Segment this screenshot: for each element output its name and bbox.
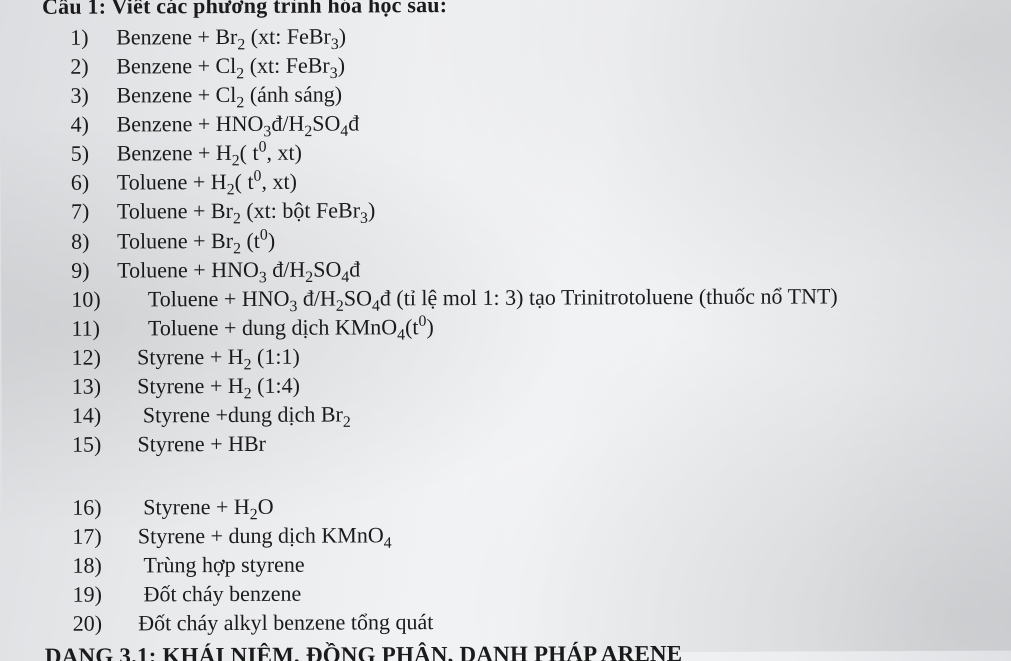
equation-item: 8)Toluene + Br2 (t0) bbox=[43, 222, 1011, 255]
equation-item: 10) Toluene + HNO3 đ/H2SO4đ (tỉ lệ mol 1… bbox=[43, 280, 1011, 313]
item-number: 17) bbox=[72, 521, 132, 550]
equation-item: 15) Styrene + HBr bbox=[44, 425, 1011, 458]
equation-item: 5)Benzene + H2( t0, xt) bbox=[43, 135, 1011, 168]
item-text: Toluene + dung dịch KMnO4(t0) bbox=[131, 314, 433, 340]
equation-list-1: 1)Benzene + Br2 (xt: FeBr3)2)Benzene + C… bbox=[42, 19, 1011, 459]
equation-item: 4)Benzene + HNO3đ/H2SO4đ bbox=[43, 106, 1011, 139]
equation-item: 11) Toluene + dung dịch KMnO4(t0) bbox=[43, 309, 1011, 342]
item-text: Đốt cháy benzene bbox=[133, 581, 302, 607]
item-number: 8) bbox=[71, 226, 117, 255]
blank-gap bbox=[44, 454, 1011, 488]
item-number: 14) bbox=[72, 400, 132, 429]
item-number: 10) bbox=[71, 284, 131, 313]
item-text: Toluene + Br2 (xt: bột FeBr3) bbox=[117, 198, 375, 224]
equation-item: 6)Toluene + H2( t0, xt) bbox=[43, 164, 1011, 197]
equation-item: 19) Đốt cháy benzene bbox=[45, 575, 1011, 608]
item-number: 15) bbox=[72, 429, 132, 458]
item-text: Toluene + HNO3 đ/H2SO4đ bbox=[117, 256, 360, 282]
item-text: Toluene + HNO3 đ/H2SO4đ (tỉ lệ mol 1: 3)… bbox=[131, 283, 837, 311]
item-text: Toluene + H2( t0, xt) bbox=[117, 169, 297, 195]
item-number: 12) bbox=[72, 342, 132, 371]
item-number: 3) bbox=[70, 81, 116, 110]
equation-item: 2)Benzene + Cl2 (xt: FeBr3) bbox=[42, 48, 1011, 81]
item-number: 5) bbox=[71, 139, 117, 168]
equation-item: 13) Styrene + H2 (1:4) bbox=[44, 367, 1011, 400]
item-text: Styrene + H2 (1:4) bbox=[132, 372, 300, 398]
item-number: 19) bbox=[73, 579, 133, 608]
item-number: 1) bbox=[70, 23, 116, 52]
equation-item: 12) Styrene + H2 (1:1) bbox=[44, 338, 1011, 371]
equation-item: 1)Benzene + Br2 (xt: FeBr3) bbox=[42, 19, 1011, 52]
equation-list-2: 16) Styrene + H2O17) Styrene + dung dịch… bbox=[44, 488, 1011, 637]
equation-item: 3)Benzene + Cl2 (ánh sáng) bbox=[42, 77, 1011, 110]
item-number: 9) bbox=[71, 255, 117, 284]
equation-item: 17) Styrene + dung dịch KMnO4 bbox=[44, 517, 1011, 550]
item-text: Styrene + HBr bbox=[132, 431, 266, 457]
question-title: Câu 1: Viết các phương trình hóa học sau… bbox=[42, 0, 1011, 19]
equation-item: 18) Trùng hợp styrene bbox=[44, 546, 1011, 579]
equation-item: 9)Toluene + HNO3 đ/H2SO4đ bbox=[43, 251, 1011, 284]
item-number: 16) bbox=[72, 492, 132, 521]
item-text: Toluene + Br2 (t0) bbox=[117, 227, 275, 253]
item-text: Styrene + H2O bbox=[132, 494, 273, 520]
item-number: 2) bbox=[70, 52, 116, 81]
item-number: 11) bbox=[71, 313, 131, 342]
item-text: Styrene + dung dịch KMnO4 bbox=[132, 522, 391, 548]
item-text: Benzene + Cl2 (ánh sáng) bbox=[116, 82, 342, 108]
item-number: 18) bbox=[72, 550, 132, 579]
item-text: Benzene + H2( t0, xt) bbox=[117, 140, 302, 166]
item-number: 20) bbox=[73, 608, 133, 637]
item-number: 7) bbox=[71, 197, 117, 226]
equation-item: 20) Đốt cháy alkyl benzene tổng quát bbox=[45, 604, 1011, 637]
item-text: Benzene + HNO3đ/H2SO4đ bbox=[117, 111, 360, 137]
item-text: Benzene + Cl2 (xt: FeBr3) bbox=[116, 53, 345, 79]
page: Câu 1: Viết các phương trình hóa học sau… bbox=[0, 0, 1011, 655]
item-number: 13) bbox=[72, 371, 132, 400]
equation-item: 16) Styrene + H2O bbox=[44, 488, 1011, 521]
item-text: Styrene +dung dịch Br2 bbox=[132, 401, 351, 427]
item-text: Đốt cháy alkyl benzene tổng quát bbox=[133, 609, 434, 635]
equation-item: 7)Toluene + Br2 (xt: bột FeBr3) bbox=[43, 193, 1011, 226]
equation-item: 14) Styrene +dung dịch Br2 bbox=[44, 396, 1011, 429]
item-text: Benzene + Br2 (xt: FeBr3) bbox=[116, 24, 346, 50]
item-number: 4) bbox=[71, 110, 117, 139]
item-text: Styrene + H2 (1:1) bbox=[132, 343, 300, 369]
section-heading: DẠNG 3.1: KHÁI NIỆM, ĐỒNG PHÂN, DANH PHÁ… bbox=[45, 640, 1011, 661]
item-text: Trùng hợp styrene bbox=[132, 552, 304, 578]
item-number: 6) bbox=[71, 168, 117, 197]
